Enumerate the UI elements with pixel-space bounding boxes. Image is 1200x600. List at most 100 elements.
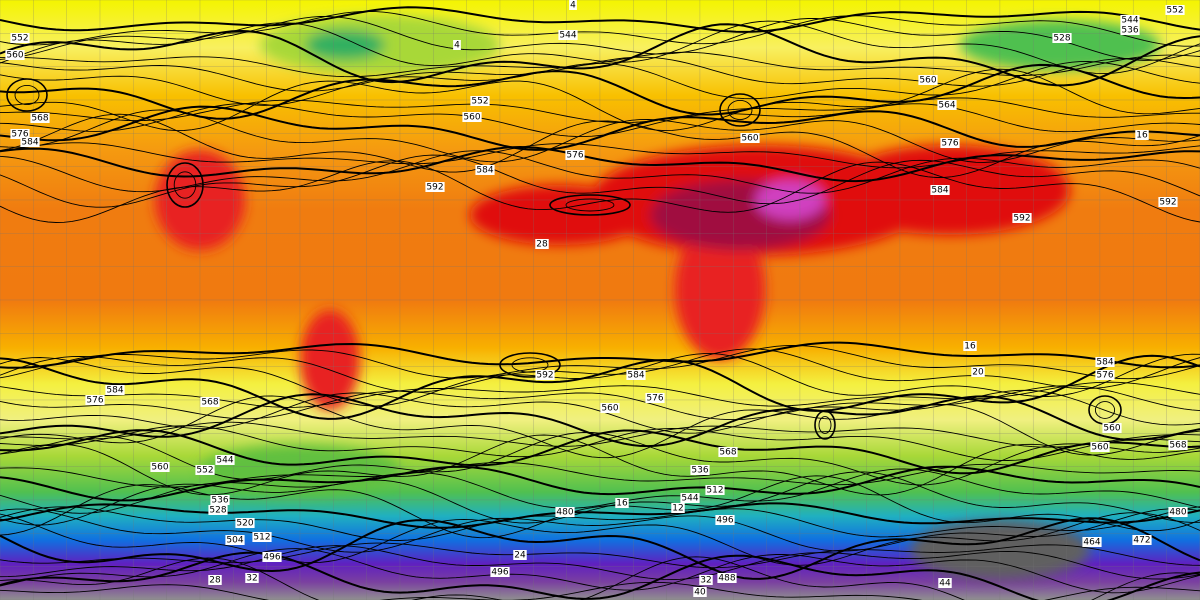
contour-label: 544	[680, 493, 700, 504]
contour-label: 28	[535, 239, 549, 250]
label-box	[20, 137, 40, 147]
closed-contour	[166, 162, 204, 208]
contour-line	[0, 508, 1200, 553]
label-text: 584	[476, 166, 493, 176]
label-text: 584	[627, 371, 644, 381]
contour-label: 544	[558, 30, 578, 41]
label-box	[535, 370, 555, 380]
contour-label: 464	[1082, 537, 1102, 548]
label-text: 552	[471, 97, 488, 107]
label-box	[971, 367, 985, 377]
label-box	[208, 505, 228, 515]
label-text: 576	[11, 130, 28, 140]
label-text: 16	[1136, 131, 1148, 141]
contour-label: 584	[930, 185, 950, 196]
label-box	[1120, 15, 1140, 25]
contour-line	[0, 61, 1200, 106]
label-box	[740, 133, 760, 143]
contour-line	[0, 465, 1200, 502]
label-box	[558, 30, 578, 40]
label-box	[252, 532, 272, 542]
label-text: 40	[694, 588, 706, 598]
label-text: 552	[1166, 6, 1183, 16]
label-box	[963, 341, 977, 351]
contour-label: 584	[1095, 357, 1115, 368]
label-text: 584	[931, 186, 948, 196]
label-box	[1095, 370, 1115, 380]
label-text: 44	[939, 579, 951, 589]
closed-contour	[511, 357, 549, 373]
label-text: 496	[491, 568, 508, 578]
label-box	[245, 573, 259, 583]
contour-label: 568	[718, 447, 738, 458]
contour-label: 496	[715, 515, 735, 526]
contour-line	[0, 395, 1200, 459]
contour-label: 592	[425, 182, 445, 193]
label-box	[671, 503, 685, 513]
label-box	[1168, 507, 1188, 517]
contour-label: 564	[937, 100, 957, 111]
label-box	[105, 385, 125, 395]
label-box	[555, 507, 575, 517]
label-box	[1168, 440, 1188, 450]
contour-label: 576	[940, 138, 960, 149]
label-box	[1120, 25, 1140, 35]
label-text: 536	[691, 466, 708, 476]
contour-line	[0, 385, 1200, 421]
label-box	[615, 498, 629, 508]
label-text: 472	[1133, 536, 1150, 546]
label-text: 464	[1083, 538, 1100, 548]
contour-label: 12	[671, 503, 685, 514]
label-text: 520	[236, 519, 253, 529]
contour-label: 584	[20, 137, 40, 148]
contour-line	[0, 56, 1200, 92]
contour-label: 4	[453, 40, 461, 51]
contour-label: 584	[105, 385, 125, 396]
label-text: 576	[646, 394, 663, 404]
label-box	[1095, 357, 1115, 367]
contour-label: 592	[1012, 213, 1032, 224]
height-contours	[0, 6, 1200, 600]
contour-line	[0, 154, 1200, 208]
label-text: 528	[1053, 34, 1070, 44]
contour-line	[0, 517, 1200, 580]
contour-label: 32	[699, 575, 713, 586]
label-text: 576	[566, 151, 583, 161]
label-text: 576	[1096, 371, 1113, 381]
label-box	[200, 397, 220, 407]
contour-label: 592	[535, 370, 555, 381]
contour-line	[0, 103, 1200, 138]
contour-label: 560	[740, 133, 760, 144]
contour-line	[0, 20, 1200, 75]
label-box	[680, 493, 700, 503]
closed-contour	[173, 171, 197, 199]
contour-line	[0, 6, 1200, 33]
label-box	[600, 403, 620, 413]
label-box	[1102, 423, 1122, 433]
label-text: 544	[559, 31, 576, 41]
contour-line	[0, 142, 1200, 169]
label-text: 560	[919, 76, 936, 86]
label-text: 576	[86, 396, 103, 406]
label-text: 544	[1121, 16, 1138, 26]
contour-label: 528	[208, 505, 228, 516]
contour-line	[0, 548, 1200, 594]
contour-line	[0, 542, 1200, 569]
contour-label: 576	[645, 393, 665, 404]
label-box	[150, 462, 170, 472]
contour-label: 552	[10, 33, 30, 44]
contour-label: 40	[693, 587, 707, 598]
label-text: 592	[1013, 214, 1030, 224]
label-text: 4	[454, 41, 460, 51]
closed-contour	[6, 78, 48, 112]
label-text: 568	[719, 448, 736, 458]
contour-line	[0, 341, 1200, 369]
closed-contour	[14, 84, 40, 106]
contour-label: 552	[470, 96, 490, 107]
label-box	[715, 515, 735, 525]
contour-line	[0, 434, 1200, 496]
contour-line	[0, 421, 1200, 448]
contour-label: 520	[235, 518, 255, 529]
label-text: 560	[463, 113, 480, 123]
